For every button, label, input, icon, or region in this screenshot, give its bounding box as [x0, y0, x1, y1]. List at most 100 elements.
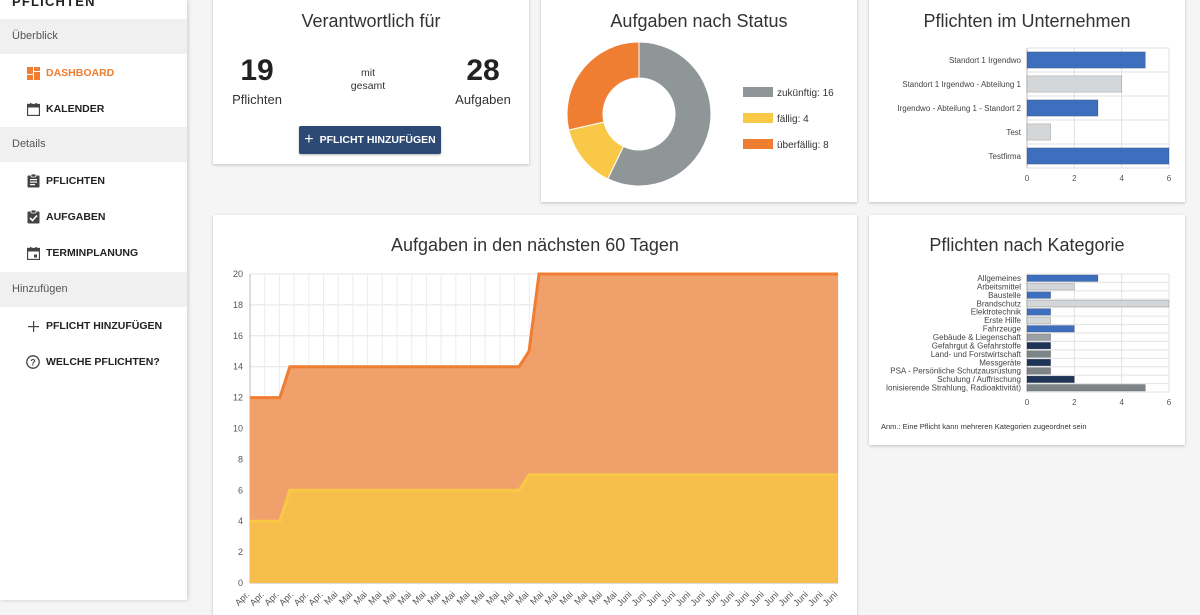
unternehmen-chart-title: Pflichten im Unternehmen	[923, 11, 1131, 31]
next60-chart-card: Aufgaben in den nächsten 60 Tagen 0 2 4 6 8 1…	[213, 215, 857, 615]
x-tick-label: Mai	[352, 589, 369, 606]
bar	[1026, 283, 1075, 291]
category-label: Irgendwo - Abteilung 1 - Standort 2	[897, 104, 1021, 113]
x-tick-label: Mai	[337, 589, 354, 606]
x-tick-label: Mai	[469, 589, 486, 606]
category-label: Messgeräte	[979, 358, 1021, 367]
status-chart-card: Aufgaben nach Status zukünftig: 16 fällig…	[541, 0, 857, 202]
unternehmen-chart-card: Pflichten im Unternehmen 0 2 4 6 Standort 1 …	[869, 0, 1185, 202]
bar	[1026, 358, 1051, 367]
next60-area-chart: 02468101214161820Apr.Apr.Apr.Apr.Apr.Apr…	[233, 269, 840, 608]
bar	[1026, 123, 1051, 141]
bar	[1026, 342, 1051, 350]
bar	[1026, 147, 1170, 165]
category-label: Standort 1 Irgendwo	[949, 56, 1022, 65]
y-tick-label: 16	[233, 331, 243, 341]
x-tick-label: Mai	[440, 589, 457, 606]
x-tick-label: Mai	[528, 589, 545, 606]
x-tick-label: Mai	[587, 589, 604, 606]
x-tick-label: Mai	[513, 589, 530, 606]
x-tick-label: Mai	[557, 589, 574, 606]
plus-icon: +	[304, 131, 314, 148]
checkbox-icon	[26, 210, 40, 224]
y-tick-label: 2	[238, 547, 243, 557]
sidebar: PFLICHTEN Überblick DASHBOARD KALENDER D…	[0, 0, 187, 600]
add-pflicht-button[interactable]: + PFLICHT HINZUFÜGEN	[299, 126, 441, 154]
x-tick-label: 4	[1119, 398, 1124, 407]
bar	[1026, 325, 1075, 333]
help-icon: ?	[26, 355, 40, 369]
sidebar-item-pflichten[interactable]: PFLICHTEN	[0, 163, 187, 199]
category-label: Gebäude & Liegenschaft	[933, 333, 1022, 342]
x-tick-label: 0	[1025, 398, 1030, 407]
aufgaben-label: Aufgaben	[455, 92, 511, 107]
sidebar-item-dashboard[interactable]: DASHBOARD	[0, 55, 187, 91]
sidebar-item-label: PFLICHT HINZUFÜGEN	[46, 320, 163, 332]
x-tick-label: 2	[1072, 398, 1077, 407]
bar	[1026, 384, 1146, 392]
x-tick-label: Juni	[821, 589, 840, 608]
category-label: Elektrotechnik	[971, 308, 1022, 317]
mit-label: mit	[361, 67, 375, 79]
gesamt-label: gesamt	[350, 80, 386, 92]
y-tick-label: 12	[233, 393, 243, 403]
sidebar-item-kalender[interactable]: KALENDER	[0, 91, 187, 127]
category-label: Standort 1 Irgendwo - Abteilung 1	[902, 80, 1021, 89]
summary-title: Verantwortlich für	[301, 11, 441, 31]
legend-swatch	[743, 113, 773, 123]
unternehmen-bar-chart: 0 2 4 6 Standort 1 Irgendwo Standort 1 Irgend…	[897, 47, 1172, 183]
category-label: Test	[1006, 128, 1021, 137]
sidebar-item-label: TERMINPLANUNG	[46, 247, 139, 259]
svg-text:?: ?	[30, 358, 36, 368]
clipboard-icon	[26, 174, 40, 188]
app-title: PFLICHTEN	[12, 0, 96, 9]
pie-slice	[607, 41, 712, 187]
x-tick-label: Mai	[499, 589, 516, 606]
legend-label: zukünftig: 16	[777, 88, 834, 99]
bar	[1026, 375, 1075, 383]
y-tick-label: 20	[233, 269, 243, 279]
sidebar-item-pflicht-hinzufuegen[interactable]: PFLICHT HINZUFÜGEN	[0, 308, 187, 344]
status-pie-chart: zukünftig: 16 fällig: 4 überfällig: 8	[566, 41, 834, 187]
x-tick-label: Mai	[381, 589, 398, 606]
series-line	[250, 272, 838, 400]
pflichten-label: Pflichten	[232, 92, 282, 107]
sidebar-item-terminplanung[interactable]: TERMINPLANUNG	[0, 235, 187, 271]
x-tick-label: 4	[1119, 174, 1124, 183]
bar	[1026, 350, 1051, 358]
aufgaben-count: 28	[466, 54, 500, 87]
calendar-icon	[26, 102, 40, 116]
bar	[1026, 308, 1051, 316]
x-tick-label: 6	[1167, 398, 1172, 407]
summary-card: Verantwortlich für 19 Pflichten mit gesa…	[213, 0, 529, 164]
section-ueberblick: Überblick	[0, 19, 187, 54]
category-label: Allgemeines	[977, 274, 1021, 283]
bar	[1026, 291, 1051, 299]
sidebar-item-label: WELCHE PFLICHTEN?	[46, 356, 160, 368]
plus-icon	[26, 319, 40, 333]
sidebar-item-welche-pflichten[interactable]: ? WELCHE PFLICHTEN?	[0, 344, 187, 380]
bar	[1026, 316, 1051, 324]
x-tick-label: Mai	[572, 589, 589, 606]
sidebar-item-aufgaben[interactable]: AUFGABEN	[0, 199, 187, 235]
sidebar-item-label: DASHBOARD	[46, 67, 115, 79]
category-label: Ionisierende Strahlung, Radioaktivität)	[886, 384, 1022, 393]
bar	[1026, 299, 1170, 308]
bar	[1026, 75, 1122, 93]
pie-slice	[566, 41, 640, 131]
bar	[1026, 99, 1099, 117]
kategorie-chart-card: Pflichten nach Kategorie 0 2 4 6 Allgemeines…	[869, 215, 1185, 445]
category-label: Schulung / Auffrischung	[937, 375, 1021, 384]
bar	[1026, 51, 1146, 69]
pflichten-count: 19	[240, 54, 274, 87]
x-tick-label: Mai	[425, 589, 442, 606]
x-tick-label: 2	[1072, 174, 1077, 183]
sidebar-item-label: AUFGABEN	[46, 211, 106, 223]
x-tick-label: Mai	[366, 589, 383, 606]
bar	[1026, 367, 1051, 375]
kategorie-note: Anm.: Eine Pflicht kann mehreren Kategor…	[881, 422, 1087, 431]
y-tick-label: 4	[238, 516, 243, 526]
bar	[1026, 274, 1099, 282]
dashboard-icon	[26, 66, 40, 80]
category-label: Baustelle	[988, 291, 1021, 300]
